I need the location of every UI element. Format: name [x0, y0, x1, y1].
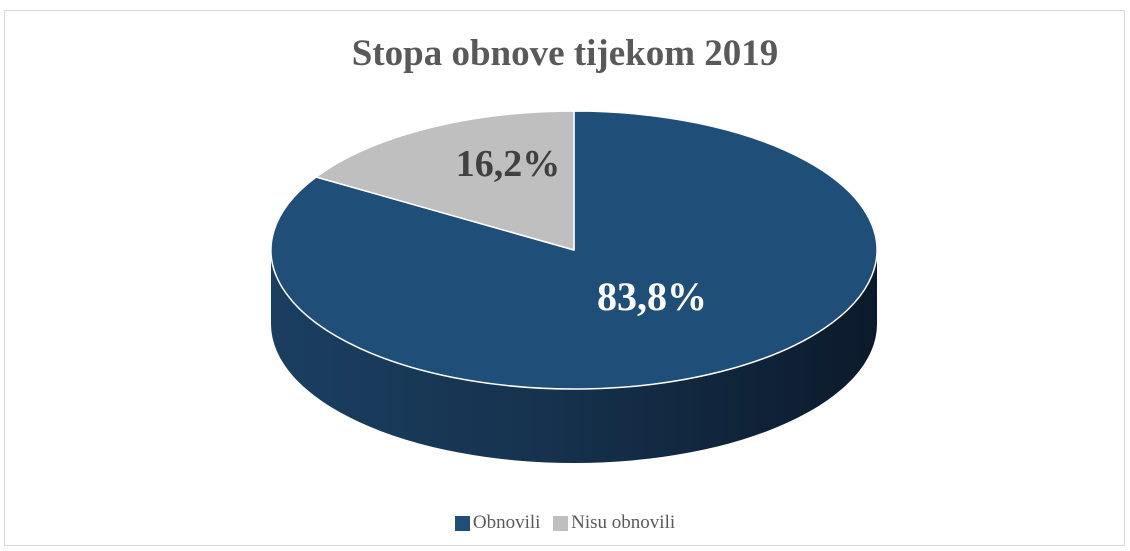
data-label-nisu-obnovili: 16,2% — [456, 143, 561, 185]
pie-labels: 83,8% 16,2% — [456, 143, 707, 319]
data-label-obnovili: 83,8% — [597, 274, 707, 319]
pie-top — [270, 110, 878, 390]
legend: Obnovili Nisu obnovili — [0, 512, 1130, 537]
pie-side-obnovili — [271, 250, 877, 463]
legend-label-obnovili: Obnovili — [472, 512, 541, 533]
pie-slice-nisu-obnovili — [315, 110, 575, 251]
legend-item-obnovili: Obnovili — [454, 512, 541, 534]
legend-swatch-obnovili — [454, 515, 470, 531]
legend-swatch-nisu-obnovili — [553, 515, 569, 531]
chart-title: Stopa obnove tijekom 2019 — [351, 33, 779, 74]
legend-item-nisu-obnovili: Nisu obnovili — [553, 512, 675, 534]
pie-side — [271, 250, 877, 463]
legend-label-nisu-obnovili: Nisu obnovili — [571, 512, 676, 533]
